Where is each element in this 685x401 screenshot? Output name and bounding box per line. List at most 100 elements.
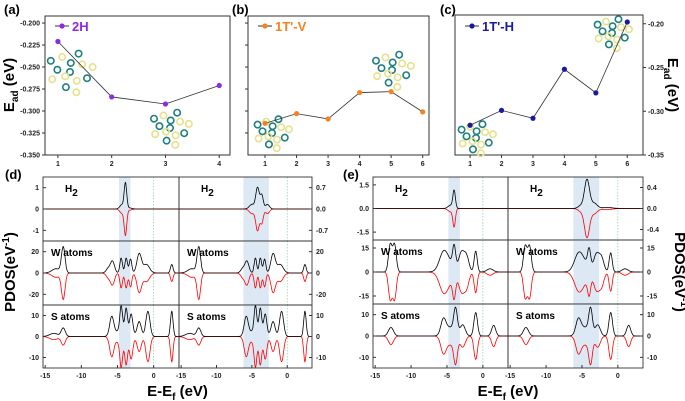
label-part: 2 bbox=[72, 188, 78, 199]
label-part: ) bbox=[671, 307, 685, 312]
spin-up-curve bbox=[179, 186, 312, 210]
label-part: (eV) bbox=[506, 383, 539, 400]
x-tick-label: -15 bbox=[370, 373, 380, 380]
y-tick-label: 0 bbox=[365, 334, 369, 341]
atom bbox=[388, 58, 397, 67]
label-part: f bbox=[172, 392, 176, 401]
x-tick-label: 3 bbox=[531, 161, 535, 168]
x-tick-label: -10 bbox=[76, 373, 86, 380]
subplot-label: H2 bbox=[65, 184, 78, 199]
y-tick-label: -0.35 bbox=[648, 153, 664, 160]
data-point bbox=[561, 66, 568, 72]
panel-label: (e) bbox=[343, 167, 359, 182]
y-tick-label: -10 bbox=[316, 355, 326, 362]
atom bbox=[614, 15, 623, 24]
y-tick-label: -0.350 bbox=[20, 153, 40, 160]
series-line bbox=[57, 41, 220, 105]
x-tick-label: 2 bbox=[295, 161, 299, 168]
y-tick-label: -0.200 bbox=[20, 21, 40, 28]
y-tick-label: 0.4 bbox=[647, 185, 657, 192]
atom bbox=[604, 40, 613, 49]
spin-up-curve bbox=[43, 245, 179, 274]
series-line bbox=[264, 91, 423, 124]
subplot-right: -0.7 0.0 0.7 H2 bbox=[178, 176, 328, 242]
atom bbox=[61, 83, 70, 92]
y-axis-label: Ead (eV) bbox=[1, 58, 21, 112]
y-tick-label: -15 bbox=[359, 294, 369, 301]
subplot-right: -15 0 15 W atoms bbox=[507, 239, 657, 305]
atom bbox=[395, 50, 404, 59]
atom bbox=[272, 144, 281, 153]
label-part: H bbox=[395, 184, 402, 195]
subplot-label: W atoms bbox=[516, 247, 558, 258]
atom bbox=[83, 74, 92, 83]
label-part: S atoms bbox=[381, 311, 420, 322]
y-tick-label: -0.250 bbox=[20, 65, 40, 72]
y-tick-label: 10 bbox=[31, 313, 39, 320]
y-tick-label: 0.7 bbox=[316, 185, 326, 192]
subplot-label: H2 bbox=[201, 184, 214, 199]
data-point bbox=[388, 89, 394, 95]
highlight-band bbox=[448, 177, 460, 240]
y-tick-label: 0 bbox=[647, 270, 651, 277]
y-tick-label: -0.25 bbox=[648, 65, 664, 72]
atom bbox=[155, 122, 164, 131]
subplot-label: W atoms bbox=[187, 248, 229, 259]
atom bbox=[593, 20, 602, 29]
data-point bbox=[109, 94, 115, 100]
subplot-right: -10 0 10 S atoms -15 -10 -5 0 bbox=[176, 304, 326, 380]
atom bbox=[184, 119, 193, 128]
subplot-left: -20 0 20 W atoms bbox=[29, 240, 180, 306]
x-tick-label: -15 bbox=[40, 373, 50, 380]
y-tick-label: 0 bbox=[35, 207, 39, 214]
x-tick-label: 1 bbox=[56, 161, 60, 168]
atom bbox=[88, 63, 97, 72]
atom bbox=[264, 140, 273, 149]
x-tick-label: 6 bbox=[421, 161, 425, 168]
atom bbox=[484, 138, 493, 147]
x-tick-label: 4 bbox=[562, 161, 566, 168]
subplot-right: -10 0 10 S atoms -15 -10 -5 0 bbox=[505, 303, 657, 380]
subplot-left: -15 0 15 W atoms bbox=[359, 239, 509, 305]
atom bbox=[608, 22, 617, 31]
x-tick-label: -5 bbox=[444, 373, 450, 380]
label-part: W atoms bbox=[516, 247, 558, 258]
atom bbox=[180, 129, 189, 138]
data-point bbox=[293, 111, 300, 117]
data-point bbox=[216, 82, 222, 89]
spin-up-curve bbox=[373, 242, 508, 273]
legend-label: 1T'-H bbox=[482, 19, 514, 34]
legend-marker bbox=[469, 23, 475, 29]
atom bbox=[284, 125, 293, 134]
atom bbox=[72, 88, 81, 97]
plot-frame bbox=[44, 15, 231, 156]
highlight-band bbox=[573, 304, 600, 368]
atom bbox=[149, 114, 158, 123]
y-tick-label: 0 bbox=[35, 334, 39, 341]
x-tick-label: 3 bbox=[326, 161, 330, 168]
data-point bbox=[262, 120, 268, 126]
x-tick-label: 0 bbox=[481, 373, 485, 380]
spin-up-curve bbox=[43, 181, 179, 210]
atom bbox=[151, 130, 160, 139]
x-tick-label: 4 bbox=[217, 161, 221, 168]
subplot-left: -1 0 1 H2 bbox=[33, 176, 180, 242]
structure-inset bbox=[457, 120, 497, 158]
panel-b: (b) 1 2 3 4 5 6 1T'-V bbox=[232, 2, 430, 168]
subplot-label: H2 bbox=[395, 184, 408, 199]
x-tick-label: 0 bbox=[152, 373, 156, 380]
subplot-label: S atoms bbox=[516, 311, 555, 322]
label-part: 2 bbox=[208, 188, 214, 199]
atom bbox=[398, 59, 407, 68]
label-part: H bbox=[201, 184, 208, 195]
subplot-label: W atoms bbox=[381, 247, 423, 258]
data-point bbox=[325, 116, 331, 122]
subplot-label: H2 bbox=[530, 184, 543, 199]
atom bbox=[468, 137, 477, 146]
atom bbox=[472, 127, 481, 136]
atom bbox=[280, 133, 289, 142]
x-tick-label: -5 bbox=[579, 373, 585, 380]
y-tick-label: -0.325 bbox=[20, 131, 40, 138]
spin-up-curve bbox=[508, 178, 643, 209]
y-tick-label: -0.225 bbox=[20, 43, 40, 50]
